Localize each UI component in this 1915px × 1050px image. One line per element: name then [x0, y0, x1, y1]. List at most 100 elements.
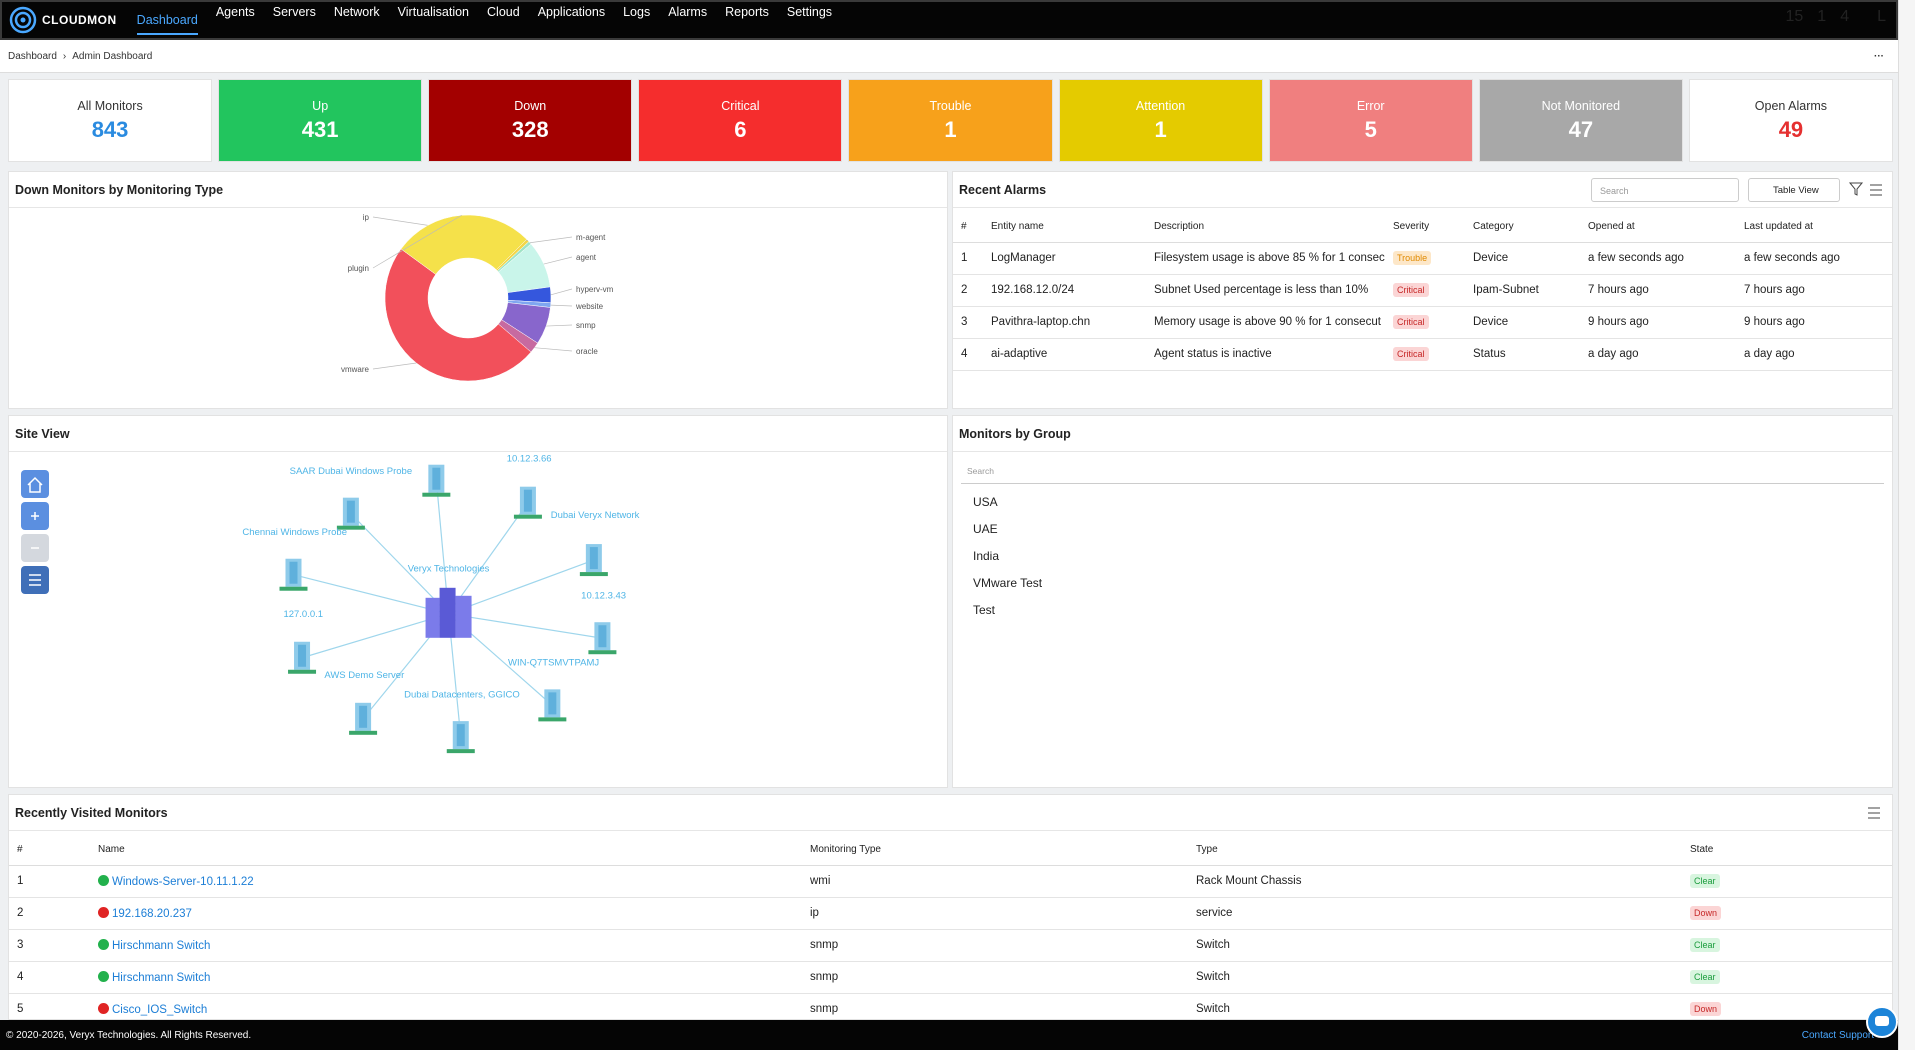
building-stripe	[523, 489, 532, 512]
cell: Switch	[1188, 993, 1682, 1019]
site-label[interactable]: Chennai Windows Probe	[242, 527, 347, 538]
cell-text: Memory usage is above 90 % for 1 consecu…	[1154, 316, 1381, 328]
list-icon[interactable]	[1866, 805, 1882, 821]
site-label[interactable]: AWS Demo Server	[324, 670, 404, 681]
panel-title: Recently Visited Monitors	[15, 805, 168, 820]
nav-item[interactable]: Network	[333, 5, 380, 19]
cell: Filesystem usage is above 85 % for 1 con…	[1146, 242, 1385, 275]
building-stripe	[432, 467, 441, 490]
site-label[interactable]: Dubai Datacenters, GGICO	[404, 689, 520, 700]
search-box[interactable]: Search	[1591, 178, 1739, 202]
tree-item[interactable]: USA	[953, 488, 1892, 515]
nav-item[interactable]: Servers	[272, 5, 316, 19]
badge-count: 15	[1785, 8, 1804, 25]
site-label[interactable]: 10.12.3.66	[507, 454, 552, 465]
status-card[interactable]: Open Alarms 49	[1688, 79, 1893, 162]
cell: a day ago	[1580, 338, 1736, 371]
cell-text: snmp	[810, 1003, 839, 1015]
site-label[interactable]: Dubai Veryx Network	[551, 510, 640, 521]
site-node[interactable]	[579, 544, 608, 577]
site-node[interactable]	[279, 558, 308, 591]
site-label[interactable]: WIN-Q7TSMVTPAMJ	[508, 658, 599, 669]
site-node[interactable]	[288, 641, 317, 674]
cell: 4	[9, 961, 90, 994]
site-label[interactable]: SAAR Dubai Windows Probe	[290, 466, 413, 477]
table-row[interactable]: 1 Windows-Server-10.11.1.22 wmi Rack Mount …	[9, 865, 1892, 898]
site-node[interactable]	[538, 689, 567, 722]
nav-item[interactable]: Dashboard	[136, 13, 198, 35]
monitor-link[interactable]: Windows-Server-10.11.1.22	[112, 875, 254, 888]
table-row[interactable]: 3 Pavithra-laptop.chn Memory usage is abov…	[953, 306, 1892, 339]
status-card[interactable]: Trouble 1	[848, 79, 1053, 162]
status-badge: Critical	[1393, 315, 1429, 329]
cell-text: 2	[961, 284, 968, 296]
column-header: Last updated at	[1736, 212, 1892, 243]
status-card[interactable]: Critical 6	[638, 79, 843, 162]
site-label[interactable]: Veryx Technologies	[408, 564, 490, 575]
card-label: Attention	[1135, 98, 1186, 113]
monitor-link[interactable]: 192.168.20.237	[112, 907, 192, 920]
center-node[interactable]	[425, 587, 472, 638]
site-node[interactable]	[336, 497, 365, 530]
cell: 4	[953, 338, 983, 371]
monitor-link[interactable]: Hirschmann Switch	[112, 939, 211, 952]
table-row[interactable]: 4 Hirschmann Switch snmp Switch Clear	[9, 961, 1892, 994]
status-card[interactable]: Not Monitored 47	[1478, 79, 1683, 162]
view-select[interactable]: Table View	[1748, 178, 1840, 202]
status-card[interactable]: Up 431	[218, 79, 423, 162]
nav-item[interactable]: Cloud	[487, 5, 520, 19]
crumb-link[interactable]: Dashboard	[8, 50, 57, 62]
map-controls[interactable]	[21, 470, 49, 594]
cell: Agent status is inactive	[1146, 338, 1385, 371]
building	[439, 587, 456, 638]
nav-item[interactable]: Settings	[786, 5, 833, 19]
status-card[interactable]: Attention 1	[1058, 79, 1263, 162]
header-row: # Name Monitoring Type Type State	[9, 835, 1892, 866]
tree-item[interactable]: VMware Test	[953, 569, 1892, 596]
table-row[interactable]: 1 LogManager Filesystem usage is above 85 …	[953, 242, 1892, 275]
card-value: 431	[301, 116, 339, 142]
chat-button[interactable]	[1866, 1006, 1898, 1038]
filter-icons[interactable]	[1848, 180, 1888, 200]
nav-item[interactable]: Logs	[623, 5, 651, 19]
column-header: Entity name	[983, 212, 1146, 243]
card-label: Not Monitored	[1541, 98, 1621, 113]
nav-item[interactable]: Agents	[215, 5, 255, 19]
status-card[interactable]: All Monitors 843	[8, 79, 213, 162]
site-label[interactable]: 10.12.3.43	[581, 590, 626, 601]
leader-line	[372, 214, 462, 269]
status-card[interactable]: Down 328	[428, 79, 633, 162]
alert-icon[interactable]: 4	[1840, 8, 1849, 26]
nav-item[interactable]: Applications	[537, 5, 606, 19]
table-row[interactable]: 3 Hirschmann Switch snmp Switch Clear	[9, 929, 1892, 962]
tree-item[interactable]: Test	[953, 596, 1892, 623]
table-row[interactable]: 2 192.168.20.237 ip service Down	[9, 897, 1892, 930]
site-node[interactable]	[588, 622, 617, 655]
table-row[interactable]: 2 192.168.12.0/24 Subnet Used percentage i…	[953, 274, 1892, 307]
table-row[interactable]: 5 Cisco_IOS_Switch snmp Switch Down	[9, 993, 1892, 1019]
leader-line	[550, 288, 573, 296]
avatar[interactable]: L	[1877, 8, 1886, 26]
monitor-link[interactable]: Hirschmann Switch	[112, 971, 211, 984]
ground	[538, 717, 567, 722]
nav-item[interactable]: Reports	[725, 5, 769, 19]
more-menu[interactable]: ···	[1874, 50, 1884, 62]
site-label[interactable]: 127.0.0.1	[283, 609, 323, 620]
site-map: SAAR Dubai Windows Probe 10.12.3.66 Dubai …	[21, 454, 640, 754]
contact-link[interactable]: Contact Support	[1801, 1029, 1874, 1041]
tree-item[interactable]: UAE	[953, 515, 1892, 542]
nav-item[interactable]: Alarms	[668, 5, 708, 19]
alert-icon[interactable]: 1	[1817, 8, 1826, 26]
status-card[interactable]: Error 5	[1268, 79, 1473, 162]
search-box[interactable]: Search	[961, 460, 1884, 484]
site-node[interactable]	[446, 721, 475, 754]
nav-item[interactable]: Virtualisation	[397, 5, 470, 19]
site-node[interactable]	[422, 464, 451, 497]
status-badge: Clear	[1690, 970, 1720, 984]
tree-item[interactable]: India	[953, 542, 1892, 569]
alert-icon[interactable]: 15	[1785, 8, 1803, 26]
monitor-link[interactable]: Cisco_IOS_Switch	[112, 1003, 208, 1016]
table-row[interactable]: 4 ai-adaptive Agent status is inactive Crit…	[953, 338, 1892, 371]
site-node[interactable]	[349, 702, 378, 735]
site-node[interactable]	[513, 486, 542, 519]
